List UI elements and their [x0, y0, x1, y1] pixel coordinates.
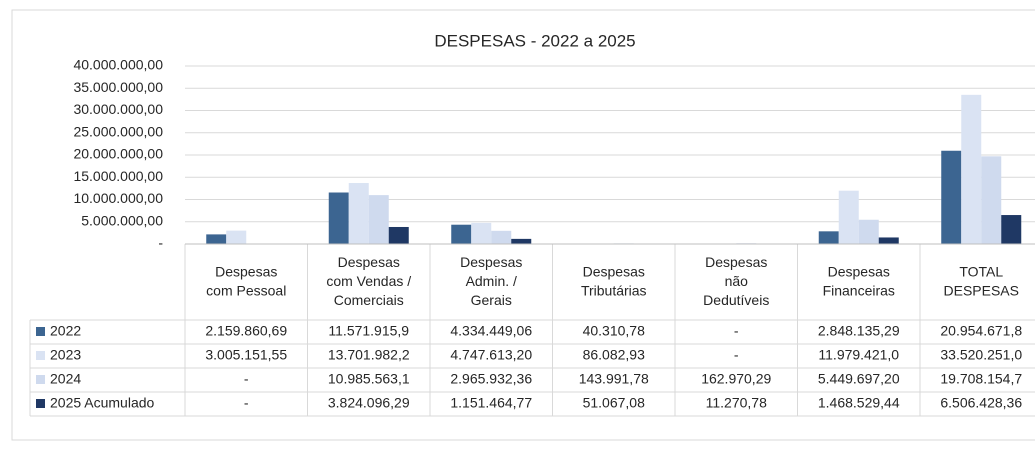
- y-tick-label: 15.000.000,00: [73, 168, 163, 184]
- table-cell: 13.701.982,2: [328, 347, 410, 363]
- table-cell: 86.082,93: [583, 347, 645, 363]
- x-tick-label: Despesas com Pessoal: [206, 263, 286, 298]
- table-cell: 3.824.096,29: [328, 395, 410, 411]
- bar: [328, 192, 349, 244]
- table-cell: -: [734, 347, 739, 363]
- y-tick-label: 20.000.000,00: [73, 146, 163, 162]
- bar: [1001, 215, 1022, 244]
- bar: [226, 230, 247, 244]
- table-cell: 6.506.428,36: [940, 395, 1022, 411]
- table-cell: 2.965.932,36: [450, 371, 532, 387]
- x-tick-label: TOTAL DESPESAS: [944, 263, 1019, 298]
- bar: [388, 226, 409, 244]
- table-cell: 20.954.671,8: [940, 323, 1022, 339]
- table-cell: 19.708.154,7: [940, 371, 1022, 387]
- bar: [471, 222, 492, 244]
- table-cell: 33.520.251,0: [940, 347, 1022, 363]
- bar: [878, 237, 899, 244]
- table-cell: 51.067,08: [583, 395, 645, 411]
- bar: [858, 219, 879, 244]
- table-cell: -: [734, 323, 739, 339]
- legend-label: 2022: [50, 323, 81, 339]
- table-cell: -: [244, 371, 249, 387]
- bar: [451, 224, 472, 244]
- table-cell: 11.979.421,0: [818, 347, 899, 363]
- y-tick-label: 35.000.000,00: [73, 79, 163, 95]
- y-tick-label: 40.000.000,00: [73, 57, 163, 73]
- x-tick-label: Despesas Financeiras: [823, 263, 895, 298]
- legend-label: 2025 Acumulado: [50, 395, 155, 411]
- bar: [348, 183, 369, 244]
- bar: [491, 230, 512, 244]
- legend-swatch: [36, 327, 45, 336]
- table-cell: 2.848.135,29: [818, 323, 900, 339]
- bar: [961, 94, 982, 244]
- bar: [206, 234, 227, 244]
- legend-swatch: [36, 375, 45, 384]
- y-tick-label: 30.000.000,00: [73, 101, 163, 117]
- table-cell: 40.310,78: [583, 323, 645, 339]
- table-cell: 162.970,29: [701, 371, 771, 387]
- legend-swatch: [36, 351, 45, 360]
- table-cell: 3.005.151,55: [205, 347, 287, 363]
- table-cell: 1.151.464,77: [450, 395, 532, 411]
- bar: [981, 156, 1002, 244]
- x-tick-label: Despesas com Vendas / Comerciais: [326, 254, 411, 308]
- y-tick-label: 5.000.000,00: [81, 212, 163, 228]
- table-cell: 4.747.613,20: [450, 347, 532, 363]
- table-cell: 5.449.697,20: [818, 371, 900, 387]
- legend-label: 2023: [50, 347, 81, 363]
- table-cell: 11.571.915,9: [328, 323, 409, 339]
- bar: [941, 150, 962, 244]
- x-tick-label: Despesas não Dedutíveis: [703, 254, 769, 308]
- bar: [368, 195, 389, 244]
- y-tick-label: -: [158, 235, 163, 251]
- x-tick-label: Despesas Tributárias: [581, 263, 647, 298]
- legend-label: 2024: [50, 371, 81, 387]
- table-cell: -: [244, 395, 249, 411]
- x-tick-label: Despesas Admin. / Gerais: [460, 254, 522, 308]
- table-cell: 1.468.529,44: [818, 395, 900, 411]
- bar: [511, 238, 532, 244]
- bar: [838, 190, 859, 244]
- table-cell: 4.334.449,06: [450, 323, 532, 339]
- bar: [818, 231, 839, 244]
- table-cell: 143.991,78: [579, 371, 649, 387]
- table-cell: 10.985.563,1: [328, 371, 410, 387]
- y-tick-label: 10.000.000,00: [73, 190, 163, 206]
- table-cell: 11.270,78: [706, 395, 767, 411]
- chart-title: DESPESAS - 2022 a 2025: [434, 31, 635, 50]
- legend-swatch: [36, 399, 45, 408]
- table-cell: 2.159.860,69: [205, 323, 287, 339]
- y-tick-label: 25.000.000,00: [73, 123, 163, 139]
